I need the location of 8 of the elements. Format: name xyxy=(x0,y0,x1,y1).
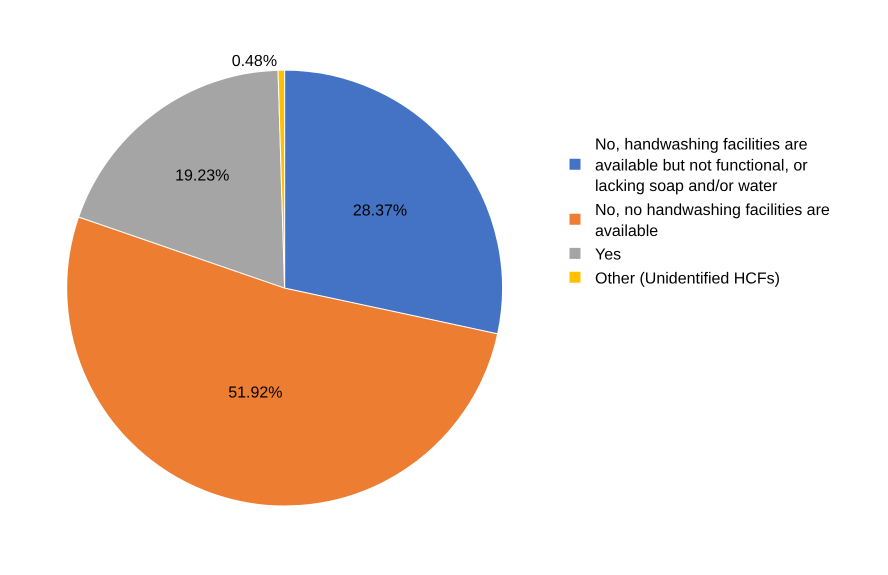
data-label: 51.92% xyxy=(228,384,282,402)
legend-label: No, no handwashing facilities are available xyxy=(595,202,830,240)
legend-label: No, handwashing facilities are available but not functional, or lacking soap and/or water xyxy=(595,136,808,196)
data-label: 0.48% xyxy=(232,53,278,70)
data-label: 19.23% xyxy=(175,168,230,185)
data-label: 28.37% xyxy=(352,202,408,220)
legend-label: Yes xyxy=(595,246,622,264)
legend-label: Other (Unidentified HCFs) xyxy=(595,270,780,288)
